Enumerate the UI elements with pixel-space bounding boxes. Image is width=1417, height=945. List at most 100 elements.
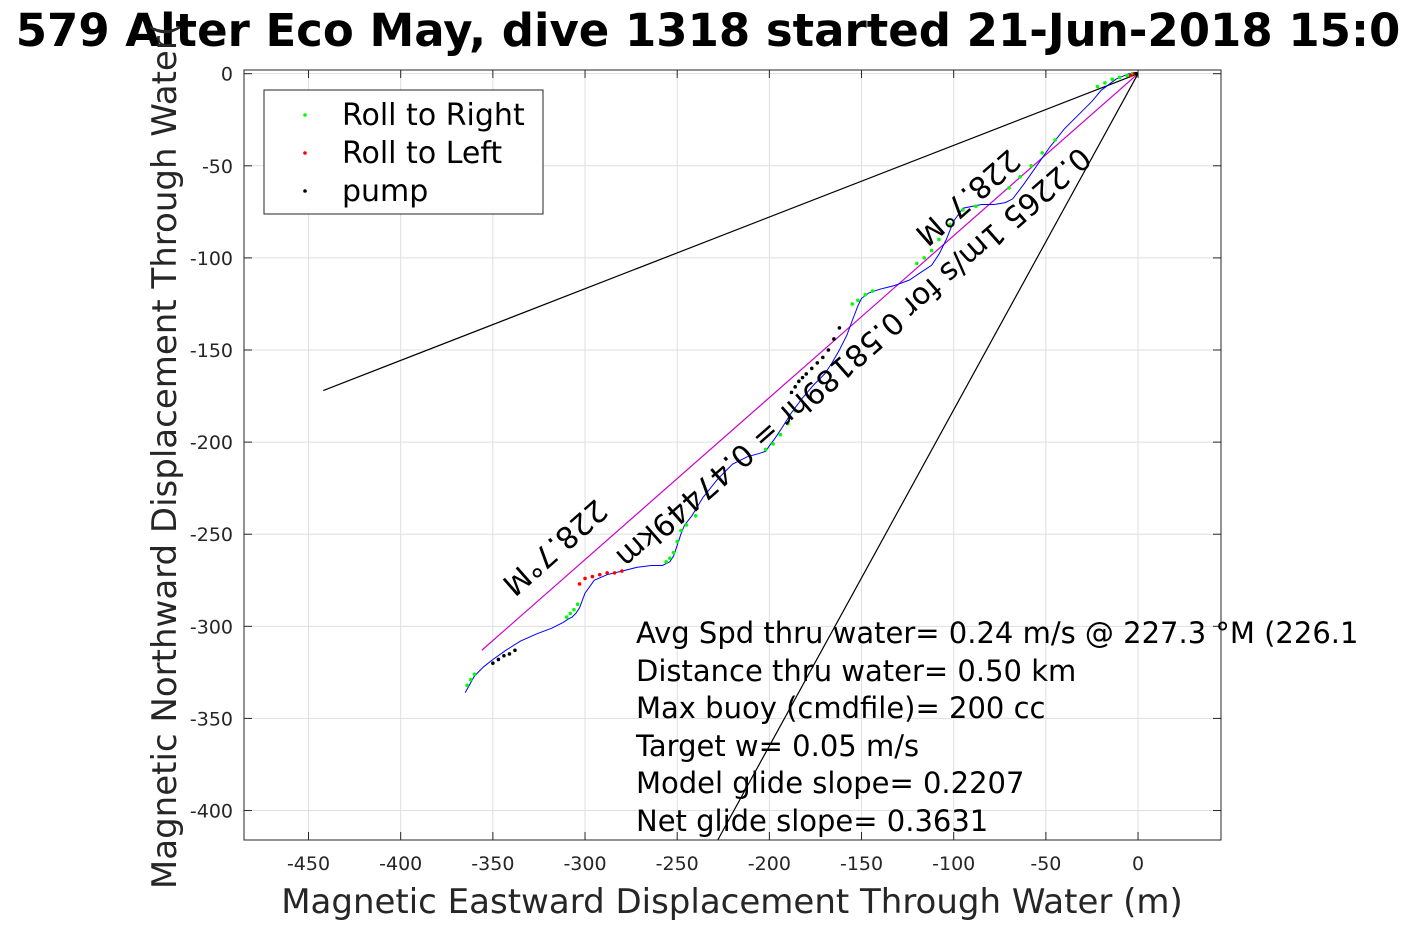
y-tick-label: -300 xyxy=(190,616,233,638)
roll-right-point xyxy=(679,528,683,533)
roll-right-point xyxy=(1029,163,1033,168)
roll-left-point xyxy=(583,576,587,581)
roll-right-point xyxy=(472,672,477,677)
pump-point xyxy=(789,390,794,395)
roll-right-point xyxy=(863,292,868,297)
x-tick-label: -200 xyxy=(748,853,791,875)
x-tick-label: -350 xyxy=(471,853,514,875)
roll-right-point xyxy=(856,298,860,303)
roll-left-point xyxy=(590,574,595,579)
roll-right-point xyxy=(915,261,919,266)
y-tick-label: -150 xyxy=(190,340,233,362)
roll-right-point xyxy=(668,556,672,560)
track-line xyxy=(464,73,1138,693)
pump-point xyxy=(496,657,501,662)
pump-point xyxy=(832,337,836,341)
plot-frame xyxy=(243,69,1222,841)
x-tick-label: -300 xyxy=(563,853,606,875)
roll-right-point xyxy=(763,447,768,452)
y-tick-label: -350 xyxy=(190,708,233,730)
roll-right-point xyxy=(948,222,952,227)
roll-right-point xyxy=(664,560,668,564)
reference-line-upper-bound xyxy=(323,73,1139,392)
roll-right-point xyxy=(929,248,934,253)
x-axis-label: Magnetic Eastward Displacement Through W… xyxy=(281,882,1183,922)
pump-point xyxy=(821,355,825,360)
roll-right-point xyxy=(771,442,775,446)
plot-area xyxy=(323,71,1139,840)
roll-left-point xyxy=(597,572,602,577)
roll-right-point xyxy=(778,432,783,437)
roll-right-point xyxy=(572,607,576,612)
x-tick-label: -450 xyxy=(287,853,330,875)
roll-right-point xyxy=(564,615,569,619)
axis-ticks: -450 -400 -350 -300 -250 -200 -150 -100 -50 0 0 -50… xyxy=(190,64,1221,875)
x-tick-label: -250 xyxy=(656,853,699,875)
roll-right-point xyxy=(1007,186,1011,190)
x-tick-label: -400 xyxy=(379,853,422,875)
annotation-max-buoy: Max buoy (cmdfile)= 200 cc xyxy=(636,691,1045,725)
x-tick-label: 0 xyxy=(1132,853,1144,875)
roll-left-point xyxy=(605,571,609,575)
roll-right-point xyxy=(1125,73,1129,78)
roll-right-point xyxy=(465,683,469,688)
roll-right-point xyxy=(850,302,855,306)
pump-point xyxy=(809,366,814,371)
roll-right-point xyxy=(1018,175,1022,179)
pump-point xyxy=(507,652,512,656)
chart-title: 579 Alter Eco May, dive 1318 started 21-… xyxy=(16,4,1401,57)
annotation-target-w: Target w= 0.05 m/s xyxy=(635,729,919,763)
roll-right-point xyxy=(870,289,875,293)
roll-right-point xyxy=(961,208,965,212)
pump-point xyxy=(815,361,820,365)
pump-point xyxy=(502,653,506,658)
roll-right-point xyxy=(693,513,698,518)
roll-right-point xyxy=(1117,75,1122,80)
roll-right-point xyxy=(675,539,679,544)
roll-right-point xyxy=(786,421,790,426)
y-tick-label: -400 xyxy=(190,801,233,823)
roll-right-point xyxy=(468,677,473,682)
roll-left-point xyxy=(1128,73,1133,78)
roll-right-point xyxy=(1095,84,1100,89)
roll-left-point xyxy=(620,569,624,573)
roll-right-point xyxy=(1053,138,1057,142)
roll-right-point xyxy=(1040,151,1044,155)
pump-point xyxy=(837,326,842,330)
roll-right-point xyxy=(568,611,573,616)
y-tick-label: -50 xyxy=(202,156,233,178)
roll-right-point xyxy=(575,602,580,607)
y-tick-label: -100 xyxy=(190,248,233,270)
legend-label-pump: pump xyxy=(342,174,428,209)
x-tick-label: -100 xyxy=(932,853,975,875)
roll-right-point xyxy=(684,523,689,527)
y-tick-label: -200 xyxy=(190,432,233,454)
roll-right-point xyxy=(922,256,927,260)
annotation-net-glide-slope: Net glide slope= 0.3631 xyxy=(636,804,988,838)
roll-right-point xyxy=(937,237,941,242)
pump-point xyxy=(797,379,801,384)
roll-right-point xyxy=(974,204,978,209)
roll-right-point xyxy=(1103,81,1107,85)
legend-marker-roll-left xyxy=(303,151,307,155)
x-tick-label: -150 xyxy=(840,853,883,875)
roll-left-point xyxy=(612,571,617,575)
pump-point xyxy=(491,661,495,665)
y-tick-label: -250 xyxy=(190,524,233,546)
roll-right-point xyxy=(793,408,797,413)
pump-point xyxy=(804,372,809,376)
roll-right-point xyxy=(1110,77,1115,82)
roll-right-point xyxy=(671,550,676,555)
legend-label-roll-left: Roll to Left xyxy=(342,136,502,171)
pump-point xyxy=(1134,71,1139,76)
legend: Roll to Right Roll to Left pump xyxy=(263,89,544,215)
annotation-distance: Distance thru water= 0.50 km xyxy=(636,654,1076,688)
annotation-model-glide-slope: Model glide slope= 0.2207 xyxy=(636,766,1024,800)
legend-box xyxy=(263,89,544,215)
y-axis-label: Magnetic Northward Displacement Through … xyxy=(145,23,185,889)
y-tick-label: 0 xyxy=(221,64,233,86)
annotations: Avg Spd thru water= 0.24 m/s @ 227.3 °M … xyxy=(635,616,1358,838)
legend-label-roll-right: Roll to Right xyxy=(342,98,525,133)
